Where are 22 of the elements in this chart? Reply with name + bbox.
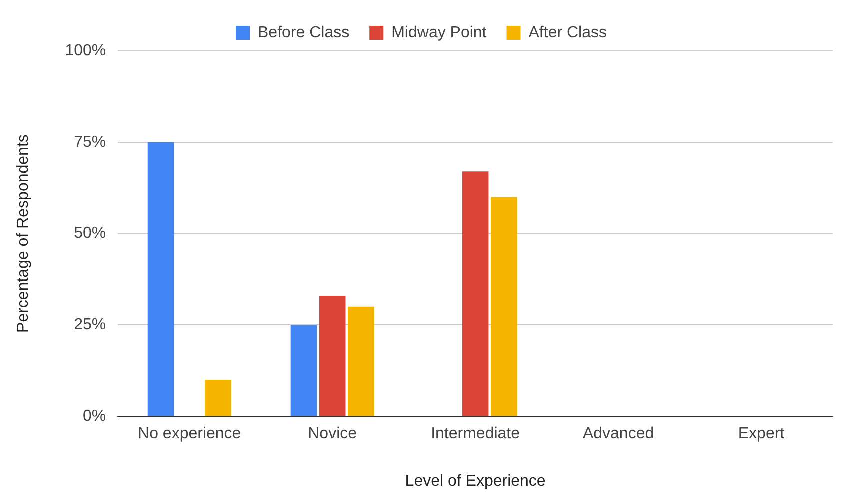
bar xyxy=(205,380,232,416)
legend-label: Before Class xyxy=(258,24,350,42)
x-tick-label: No experience xyxy=(138,426,242,443)
legend-label: Midway Point xyxy=(392,24,488,42)
x-tick-label: Novice xyxy=(308,426,358,443)
y-axis-title: Percentage of Respondents xyxy=(15,134,32,333)
bar xyxy=(319,296,346,416)
x-tick-label: Intermediate xyxy=(431,426,520,443)
x-axis-title: Level of Experience xyxy=(405,472,546,490)
bar xyxy=(148,142,174,416)
bar xyxy=(491,197,518,416)
y-tick-label: 25% xyxy=(74,316,106,334)
bar xyxy=(290,325,318,416)
x-tick-label: Expert xyxy=(738,426,786,443)
y-tick-label: 75% xyxy=(74,134,106,151)
bar xyxy=(462,172,489,416)
y-tick-label: 50% xyxy=(74,225,106,242)
y-tick-label: 0% xyxy=(82,408,106,426)
y-tick-label: 100% xyxy=(65,42,106,60)
bar xyxy=(348,306,374,416)
x-tick-label: Advanced xyxy=(582,426,654,443)
legend-label: After Class xyxy=(528,24,607,42)
